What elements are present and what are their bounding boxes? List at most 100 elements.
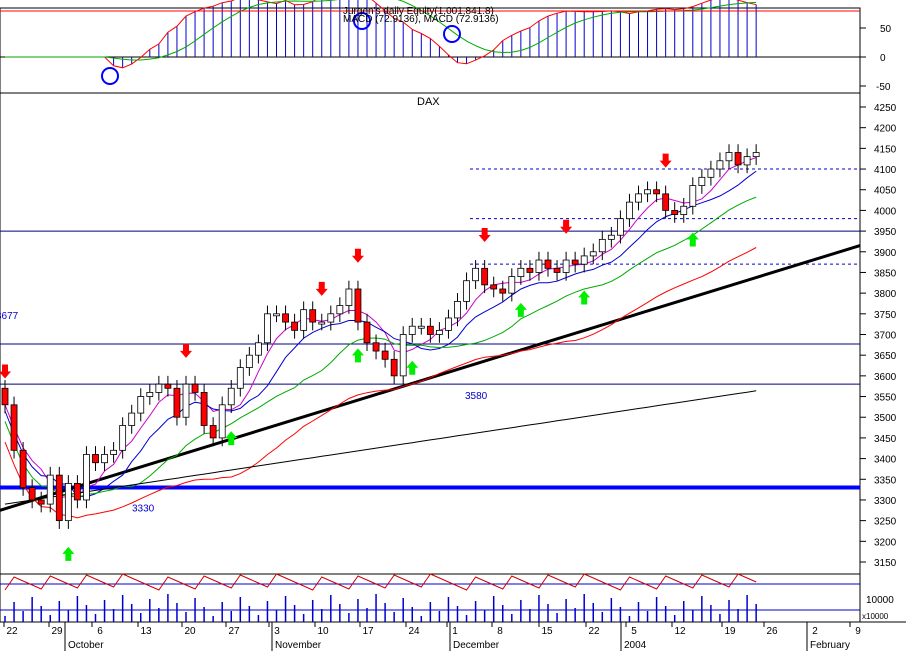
candle [64,483,72,522]
macd-ytick-label: 0 [880,53,886,64]
candle [571,259,579,265]
ma-long-line [4,390,757,505]
candle [463,280,470,302]
candle [46,474,54,505]
candle [635,193,642,203]
candle [671,210,679,215]
candle [218,404,226,439]
candle [662,193,670,211]
price-panel: 3677 3580 3330 [0,144,861,561]
x-day-label: 10 [317,626,329,637]
candle [598,238,606,253]
candle [535,259,543,273]
candle [725,152,733,162]
candle [644,189,651,195]
candle [653,189,660,195]
candle [191,383,199,393]
x-day-label: 1 [452,626,458,637]
ma-short-line [4,157,757,499]
candle [417,325,425,329]
volume-unit-label: x10000 [862,612,889,621]
candle [101,454,108,464]
x-day-label: 22 [6,626,18,637]
buy-signal-arrow [578,290,591,305]
candle [245,354,253,368]
price-ytick-label: 3250 [874,517,897,528]
candle [399,334,407,377]
candle [607,234,615,240]
x-month-label: December [453,640,500,651]
macd-legend-line2: MACD (72.9136), MACD (72.9136) [343,14,499,25]
candle [119,425,127,451]
candle [481,267,489,286]
candle [363,321,371,344]
x-day-label: 3 [274,626,280,637]
candle [372,342,380,352]
price-ytick-label: 3350 [874,475,897,486]
price-ytick-label: 3650 [874,351,897,362]
x-day-label: 26 [766,626,778,637]
candle [327,313,335,323]
x-day-label: 8 [497,626,503,637]
x-day-label: 19 [724,626,736,637]
price-ytick-label: 4100 [874,165,897,176]
candle [110,449,117,455]
price-ytick-label: 3200 [874,537,897,548]
sell-signal-arrow [478,228,491,243]
candle [173,387,181,418]
candle [137,396,145,414]
volume-panel [0,573,860,622]
candle [200,392,208,426]
buy-signal-arrow [686,232,699,247]
macd-signal-line [5,0,757,61]
candle [282,313,289,323]
candle [273,313,280,317]
price-ytick-label: 3600 [874,372,897,383]
x-day-label: 2 [812,626,818,637]
x-month-label: October [68,640,104,651]
candle [182,383,190,418]
buy-signal-arrow [514,302,527,317]
sell-signal-arrow [659,153,672,168]
candle [408,325,416,335]
candle [734,152,742,166]
price-ytick-label: 3150 [874,558,897,569]
price-ytick-label: 3400 [874,455,897,466]
candle [680,205,688,215]
candle [19,449,27,488]
candle [544,259,552,269]
x-day-label: 27 [228,626,240,637]
price-ytick-label: 3500 [874,413,897,424]
price-ytick-label: 3950 [874,227,897,238]
macd-ytick-label: -50 [876,82,891,93]
candle [716,160,724,170]
price-title: DAX [417,96,440,108]
candle [562,259,570,273]
buy-signal-arrow [351,348,364,363]
price-ytick-label: 3550 [874,393,897,404]
candle [1,387,9,406]
sell-signal-arrow [351,248,364,263]
candle [227,387,235,406]
candle [164,383,172,389]
x-day-label: 15 [541,626,553,637]
price-ytick-label: 3700 [874,331,897,342]
x-month-label: February [810,640,850,651]
candle [37,499,45,505]
x-month-label: November [275,640,322,651]
level-label: 3677 [0,311,19,322]
candle [526,267,534,273]
x-day-label: 29 [51,626,63,637]
candle [381,350,389,360]
sell-signal-arrow [180,343,192,358]
macd-ytick-label: 50 [880,24,892,35]
price-ytick-label: 3450 [874,434,897,445]
candle [209,425,217,439]
x-day-label: 13 [140,626,152,637]
candle [291,321,299,331]
candle [390,358,398,377]
volume-ytick: 10000 [866,595,894,606]
candle [707,168,715,178]
candle [28,487,36,501]
